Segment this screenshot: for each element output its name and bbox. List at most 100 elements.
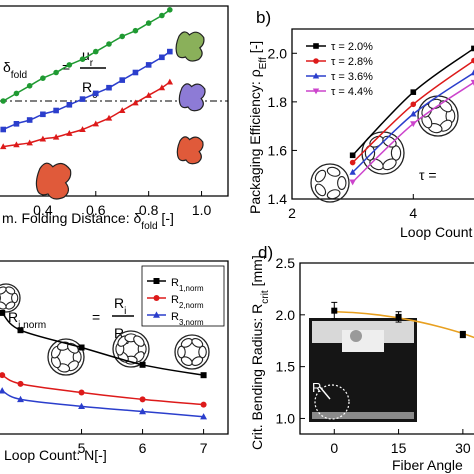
data-point: [200, 413, 208, 420]
tau-annotation: τ =: [419, 167, 437, 183]
data-point: [410, 101, 417, 108]
fold-shape: [176, 136, 204, 165]
data-point: [92, 120, 99, 127]
y-tick-label: 2.0: [276, 307, 296, 323]
data-point: [66, 129, 73, 136]
legend-entry: R1,norm: [171, 277, 204, 293]
x-tick-label: 1.0: [192, 202, 212, 218]
data-point: [349, 159, 356, 166]
data-point: [132, 27, 139, 34]
loop-sketch-6: [361, 131, 405, 175]
data-point: [471, 57, 474, 64]
plot-frame: [291, 28, 474, 200]
inset-base: [312, 412, 414, 419]
loop-outline: [47, 338, 85, 376]
data-point: [13, 141, 20, 148]
data-point: [139, 407, 147, 415]
data-point: [200, 372, 207, 379]
loop-outline: [0, 283, 21, 313]
data-point: [0, 98, 7, 104]
folded-loop: [5, 286, 16, 295]
data-point: [79, 96, 86, 102]
legend-marker: [153, 311, 160, 318]
data-point: [349, 168, 356, 175]
loop-sketch-c: [112, 330, 150, 368]
x-tick-label: 0.6: [86, 202, 106, 218]
data-point: [106, 41, 112, 47]
panel-label: b): [256, 8, 271, 27]
data-point: [78, 402, 85, 410]
loop-outline: [112, 330, 150, 368]
x-tick-label: 15: [391, 440, 407, 456]
y-tick-label: 1.0: [276, 410, 296, 426]
data-point: [159, 12, 165, 19]
legend-entry: R3,norm: [171, 311, 204, 327]
data-point: [410, 110, 417, 117]
data-point: [167, 48, 173, 55]
data-point: [119, 77, 126, 83]
legend-marker: [312, 88, 320, 95]
inset-clamp: [342, 330, 384, 352]
y-tick-label: 2.5: [276, 255, 296, 271]
data-point: [167, 7, 173, 13]
panel-label: d): [258, 243, 273, 262]
loop-outline: [174, 334, 210, 370]
data-point: [166, 78, 174, 85]
loop-sketch-d: [174, 334, 210, 370]
data-point: [92, 48, 99, 55]
data-point: [159, 54, 165, 61]
fold-illustration-sample: [35, 162, 72, 200]
formula-numerator: Ri: [114, 295, 126, 317]
x-tick-label: 7: [200, 440, 208, 456]
folded-loop: [177, 345, 186, 359]
folded-loop: [326, 166, 341, 177]
legend-entry: τ = 3.6%: [331, 71, 373, 83]
legend-marker: [312, 72, 320, 79]
legend-marker: [153, 295, 160, 301]
plot-frame: [0, 260, 229, 435]
panel-d: d) 0 15 30 1.0 1.5 2.0 2.5 Fiber Angle Crit. Bend…: [249, 243, 474, 473]
data-point: [200, 401, 207, 408]
fold-illustration-red: [176, 136, 204, 165]
x-axis-label: Fiber Angle: [392, 457, 463, 473]
data-point: [26, 117, 33, 123]
data-point: [66, 62, 73, 68]
data-point: [349, 152, 356, 159]
data-point: [79, 56, 86, 62]
y-tick-label: 1.6: [268, 142, 288, 158]
x-tick-label: 4: [409, 205, 417, 221]
loop-sketch-a: [0, 283, 21, 313]
folded-loop: [314, 183, 327, 197]
inset-photo: R: [309, 318, 417, 422]
fold-shape: [175, 31, 205, 62]
data-point: [0, 387, 6, 394]
x-tick-label: 2: [288, 205, 296, 221]
x-tick-label: 6: [139, 440, 147, 456]
folded-loop: [326, 189, 341, 200]
fold-shape: [35, 162, 72, 200]
folded-loop: [337, 175, 347, 191]
data-point: [17, 380, 24, 387]
data-point: [78, 344, 85, 351]
inset-label: R: [312, 380, 321, 395]
loop-sketch-5: [310, 163, 350, 203]
folded-loop: [439, 100, 453, 113]
data-point: [66, 102, 73, 108]
panel-b: b) 2 4 1.4 1.6 1.8 2.0 Loop Count Packaging Effi…: [247, 8, 474, 240]
data-point: [79, 126, 86, 133]
inset-radius-circle: [314, 384, 350, 420]
x-tick-label: 0: [330, 440, 338, 456]
data-point: [105, 114, 113, 121]
inset-radius-arrow: [319, 386, 331, 400]
legend-marker: [153, 278, 160, 284]
data-point: [26, 83, 33, 89]
legend: τ = 2.0% τ = 2.8% τ = 3.6% τ = 4.4%: [306, 41, 373, 98]
formula-equals: =: [92, 309, 100, 325]
data-point: [0, 126, 7, 133]
y-tick-label: 1.8: [268, 94, 288, 110]
data-point: [139, 361, 146, 368]
data-point: [145, 91, 152, 98]
x-tick-label: 0.4: [33, 202, 53, 218]
